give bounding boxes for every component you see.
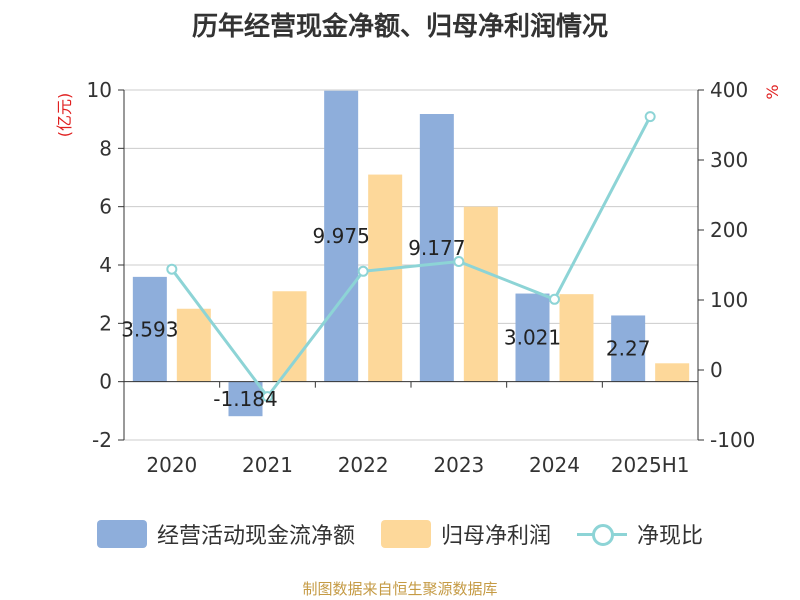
y-left-tick-label: 8 xyxy=(99,136,112,160)
bar-net-profit xyxy=(176,308,211,382)
legend-label-cashflow: 经营活动现金流净额 xyxy=(156,524,355,549)
data-label-cashflow: -1.184 xyxy=(213,387,277,411)
bar-net-profit xyxy=(559,294,594,382)
bar-cashflow xyxy=(228,381,263,417)
bar-net-profit xyxy=(368,174,403,382)
data-label-cashflow: 9.975 xyxy=(313,224,370,248)
point-cash-ratio xyxy=(644,111,656,123)
x-tick-label: 2022 xyxy=(338,453,389,477)
y-left-tick-label: 6 xyxy=(99,195,112,219)
legend-swatch-cash-ratio xyxy=(577,520,627,548)
x-tick-label: 2025H1 xyxy=(611,453,690,477)
x-tick-label: 2024 xyxy=(529,453,580,477)
y-right-tick-label: 0 xyxy=(710,358,723,382)
y-left-tick-label: 10 xyxy=(87,78,112,102)
bar-cashflow xyxy=(515,293,550,382)
legend-item-cashflow[interactable]: 经营活动现金流净额 xyxy=(96,518,355,550)
bar-cashflow xyxy=(132,276,167,382)
chart-title: 历年经营现金净额、归母净利润情况 xyxy=(191,12,608,42)
legend-swatch-cashflow xyxy=(96,520,147,548)
point-cash-ratio xyxy=(357,265,369,277)
bar-net-profit xyxy=(655,363,690,382)
data-source-note: 制图数据来自恒生聚源数据库 xyxy=(302,580,498,598)
y-right-unit: % xyxy=(763,84,782,99)
point-cash-ratio xyxy=(166,263,178,275)
chart-canvas: -2 0 2 4 6 8 10 -100 0 100 200 300 400 (亿元)% 2020 2021 2… xyxy=(55,78,782,477)
data-label-cashflow: 2.27 xyxy=(606,337,651,361)
bar-cashflow xyxy=(611,315,646,382)
y-left-tick-label: -2 xyxy=(92,428,112,452)
y-right-tick-label: 100 xyxy=(710,288,748,312)
data-label-cashflow: 3.021 xyxy=(504,326,561,350)
point-cash-ratio xyxy=(262,391,273,403)
data-label-cashflow: 9.177 xyxy=(408,236,465,260)
point-cash-ratio xyxy=(549,293,560,305)
y-left-unit: (亿元) xyxy=(55,93,74,138)
y-right-tick-label: -100 xyxy=(710,428,755,452)
legend-item-net-profit[interactable]: 归母净利润 xyxy=(380,518,551,550)
x-tick-label: 2023 xyxy=(433,453,484,477)
y-left-tick-label: 4 xyxy=(99,253,112,277)
bar-cashflow xyxy=(324,90,359,382)
bar-cashflow xyxy=(419,114,454,382)
y-right-tick-label: 400 xyxy=(710,78,748,102)
point-cash-ratio xyxy=(453,256,465,267)
data-label-cashflow: 3.593 xyxy=(121,317,178,341)
legend-label-net-profit: 归母净利润 xyxy=(440,524,551,549)
x-tick-label: 2020 xyxy=(146,453,197,477)
y-right-tick-label: 300 xyxy=(710,148,748,172)
x-tick-label: 2021 xyxy=(242,453,293,477)
legend-swatch-net-profit xyxy=(380,520,431,548)
legend: 经营活动现金流净额 归母净利润 净现比 xyxy=(0,518,800,550)
line-cash-ratio xyxy=(170,115,652,400)
y-right-tick-label: 200 xyxy=(710,218,748,242)
bar-net-profit xyxy=(463,206,498,382)
legend-label-cash-ratio: 净现比 xyxy=(637,524,704,549)
y-left-tick-label: 0 xyxy=(99,370,112,394)
y-left-tick-label: 2 xyxy=(99,311,112,335)
legend-item-cash-ratio[interactable]: 净现比 xyxy=(577,518,703,550)
